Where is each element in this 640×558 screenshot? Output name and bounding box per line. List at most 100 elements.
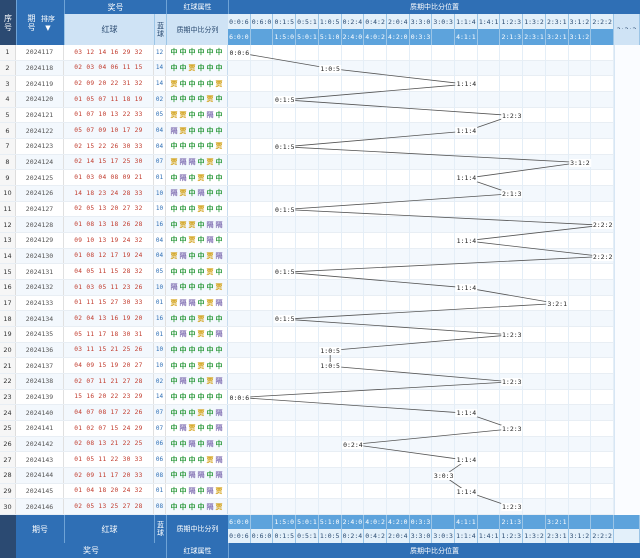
row-seq: 17 bbox=[0, 295, 16, 311]
row-blue-ball: 14 bbox=[154, 60, 166, 76]
row-blue-ball: 10 bbox=[154, 342, 166, 358]
row-attributes: 中中隔中隔贾 bbox=[166, 483, 228, 499]
row-issue: 2024130 bbox=[16, 248, 64, 264]
row-issue: 2024119 bbox=[16, 76, 64, 91]
ratio-header-cell: 3:1:2 bbox=[569, 14, 592, 29]
attr-mark: 中 bbox=[215, 189, 223, 198]
row-blue-ball: 04 bbox=[154, 123, 166, 138]
row-red-balls: 03 12 14 16 29 32 bbox=[64, 45, 154, 60]
footer-ratio-row2: 0:0:6 0:6:0 0:1:5 0:5:1 1:0:5 0:2:4 0:4:2 2:0:4… bbox=[228, 529, 640, 543]
footer-ratio-row1: 6:0:0 1:5:0 5:0:1 5:1:0 2:4:0 4:0:2 4:2:0 0:3:3… bbox=[228, 515, 640, 529]
issue-header[interactable]: 期号 排序 ▼ bbox=[16, 0, 64, 45]
attr-mark: 中 bbox=[215, 392, 223, 401]
attr-mark: 中 bbox=[206, 345, 214, 354]
ratio-header-cell bbox=[478, 515, 501, 529]
attr-mark: 中 bbox=[179, 455, 187, 464]
row-red-balls: 02 09 20 22 31 32 bbox=[64, 76, 154, 91]
footer-red-label: 红球 bbox=[101, 524, 118, 534]
ratio-header-cell: 1:0:5 bbox=[319, 14, 342, 29]
attr-mark: 隔 bbox=[206, 486, 214, 495]
row-red-balls: 02 08 13 21 22 25 bbox=[64, 436, 154, 452]
attr-mark: 中 bbox=[215, 63, 223, 72]
attr-mark: 贾 bbox=[179, 110, 187, 119]
row-attributes: 中中贾中隔中 bbox=[166, 233, 228, 248]
table-row: 3 2024119 02 09 20 22 31 32 14 贾中中中中贾 bbox=[0, 76, 640, 92]
grid-column bbox=[455, 45, 478, 515]
row-attributes: 贾隔隔中贾中 bbox=[166, 154, 228, 170]
ratio-header-cell: 4:2:0 bbox=[387, 515, 410, 529]
attr-mark: 中 bbox=[197, 283, 205, 292]
attr-mark: 贾 bbox=[197, 314, 205, 323]
red-header-label: 红球 bbox=[101, 25, 118, 34]
row-issue: 2024127 bbox=[16, 201, 64, 217]
row-seq: 21 bbox=[0, 358, 16, 373]
row-blue-ball: 10 bbox=[154, 358, 166, 373]
row-seq: 9 bbox=[0, 170, 16, 185]
attr-mark: 中 bbox=[170, 173, 178, 182]
blue-header-label: 蓝球 bbox=[156, 21, 165, 38]
ratio-header-extra-cell: 2:2:2 bbox=[614, 14, 640, 29]
trend-point-label: 1:1:4 bbox=[455, 283, 478, 292]
attr-mark: 中 bbox=[197, 298, 205, 307]
attr-mark: 中 bbox=[179, 345, 187, 354]
attr-mark: 中 bbox=[188, 377, 196, 386]
trend-point-label: 1:2:3 bbox=[501, 330, 523, 339]
row-blue-ball: 02 bbox=[154, 374, 166, 389]
attr-mark: 贾 bbox=[206, 298, 214, 307]
ratio-header-row1: 0:0:6 0:6:0 0:1:5 0:5:1 1:0:5 0:2:4 0:4:2 2:0:4… bbox=[228, 14, 640, 29]
grid-column bbox=[569, 45, 592, 515]
table-row: 6 2024122 05 07 09 10 17 29 04 隔贾中中中中 bbox=[0, 123, 640, 139]
attr-mark: 中 bbox=[215, 173, 223, 182]
grid-column bbox=[273, 45, 297, 515]
sort-button[interactable]: 排序 ▼ bbox=[41, 14, 55, 32]
ratio-header-cell: 1:2:3 bbox=[500, 529, 524, 543]
trend-point-label: 1:1:4 bbox=[455, 80, 478, 89]
grid-column bbox=[410, 45, 433, 515]
row-seq: 30 bbox=[0, 499, 16, 514]
attr-mark: 中 bbox=[206, 471, 214, 480]
ratio-header-cell: 1:1:4 bbox=[455, 529, 478, 543]
row-blue-ball: 14 bbox=[154, 76, 166, 91]
attr-mark: 中 bbox=[188, 345, 196, 354]
attr-mark: 中 bbox=[197, 345, 205, 354]
ratio-header-cell: 0:0:6 bbox=[228, 14, 251, 29]
attr-mark: 贾 bbox=[179, 126, 187, 135]
dist-group-header: 质期中比分位置 bbox=[228, 0, 640, 14]
table-row: 1 2024117 03 12 14 16 29 32 12 中中中中中中 bbox=[0, 45, 640, 61]
row-seq: 13 bbox=[0, 233, 16, 248]
row-blue-ball: 14 bbox=[154, 389, 166, 405]
row-attributes: 贾中中中中贾 bbox=[166, 76, 228, 91]
row-seq: 15 bbox=[0, 264, 16, 279]
attr-mark: 中 bbox=[197, 502, 205, 511]
row-issue: 2024135 bbox=[16, 327, 64, 342]
attr-mark: 中 bbox=[197, 157, 205, 166]
row-red-balls: 02 05 13 25 27 28 bbox=[64, 499, 154, 514]
row-blue-ball: 04 bbox=[154, 248, 166, 264]
ratio-header-cell: 0:3:3 bbox=[410, 515, 433, 529]
ratio-header-cell: 2:0:4 bbox=[387, 529, 410, 543]
attr-mark: 中 bbox=[188, 283, 196, 292]
trend-point-label: 2:1:3 bbox=[501, 189, 523, 198]
table-row: 11 2024127 02 05 13 20 27 32 10 中中中贾中中 bbox=[0, 201, 640, 218]
attr-mark: 中 bbox=[170, 220, 178, 229]
attr-mark: 中 bbox=[206, 142, 214, 151]
footer-prize-label: 奖号 bbox=[83, 546, 99, 555]
attr-mark: 贾 bbox=[206, 95, 214, 104]
attr-mark: 中 bbox=[170, 439, 178, 448]
grid-column bbox=[387, 45, 410, 515]
row-issue: 2024142 bbox=[16, 436, 64, 452]
row-red-balls: 14 18 23 24 28 33 bbox=[64, 186, 154, 201]
row-red-balls: 04 09 15 19 20 27 bbox=[64, 358, 154, 373]
ratio-header-cell: 0:6:0 bbox=[251, 529, 274, 543]
attr-mark: 中 bbox=[170, 455, 178, 464]
footer-attr-label: 质期中比分列 bbox=[176, 525, 219, 533]
attr-mark: 贾 bbox=[206, 251, 214, 260]
table-row: 28 2024144 02 09 11 17 20 33 08 中中隔隔中隔 bbox=[0, 468, 640, 484]
attr-mark: 中 bbox=[170, 142, 178, 151]
trend-point-label: 0:1:5 bbox=[273, 142, 296, 151]
row-red-balls: 01 02 07 15 24 29 bbox=[64, 421, 154, 436]
row-red-balls: 01 08 12 17 19 24 bbox=[64, 248, 154, 264]
attr-mark: 贾 bbox=[215, 502, 223, 511]
trend-point-label: 0:0:6 bbox=[228, 48, 251, 57]
row-issue: 2024137 bbox=[16, 358, 64, 373]
